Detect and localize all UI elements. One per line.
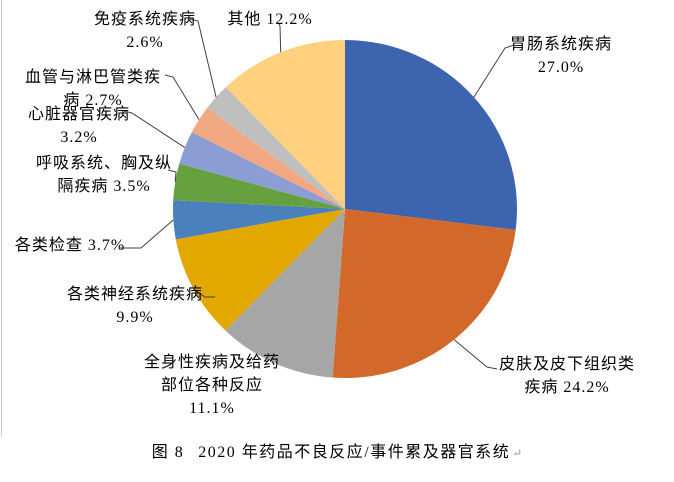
pie-slice-6 — [179, 132, 345, 209]
page-left-border — [1, 0, 2, 437]
leader-line-9 — [278, 23, 282, 53]
leader-line-4 — [120, 219, 174, 249]
pie-chart-svg — [120, 18, 518, 378]
leader-line-8 — [189, 18, 217, 98]
pie-slice-3 — [175, 209, 345, 331]
leader-line-7 — [164, 74, 200, 120]
figure-title: 2020 年药品不良反应/事件累及器官系统 — [198, 444, 511, 461]
leader-line-1 — [453, 339, 498, 370]
figure-number: 图 8 — [151, 444, 185, 461]
pie-slice-2 — [225, 209, 345, 378]
pie-slice-1 — [332, 209, 516, 378]
pie-chart-figure: 胃肠系统疾病 27.0% 皮肤及皮下组织类 疾病 24.2% 全身性疾病及给药 部位各种反… — [15, 11, 634, 417]
leader-lines — [120, 18, 515, 370]
pie-slice-9 — [225, 40, 345, 209]
pie-slice-0 — [345, 40, 518, 230]
pie-slice-8 — [207, 87, 345, 209]
leader-line-0 — [473, 44, 515, 98]
pie-slice-4 — [172, 200, 345, 240]
pie-slice-5 — [173, 163, 345, 209]
leader-line-3 — [193, 288, 215, 298]
pie-slice-7 — [191, 107, 345, 209]
leader-line-5 — [167, 169, 177, 182]
leader-line-6 — [123, 110, 186, 149]
pie-slices — [172, 40, 518, 378]
paragraph-return-icon: ↵ — [512, 446, 523, 460]
figure-caption: 图 8 2020 年药品不良反应/事件累及器官系统 ↵ — [0, 438, 674, 462]
